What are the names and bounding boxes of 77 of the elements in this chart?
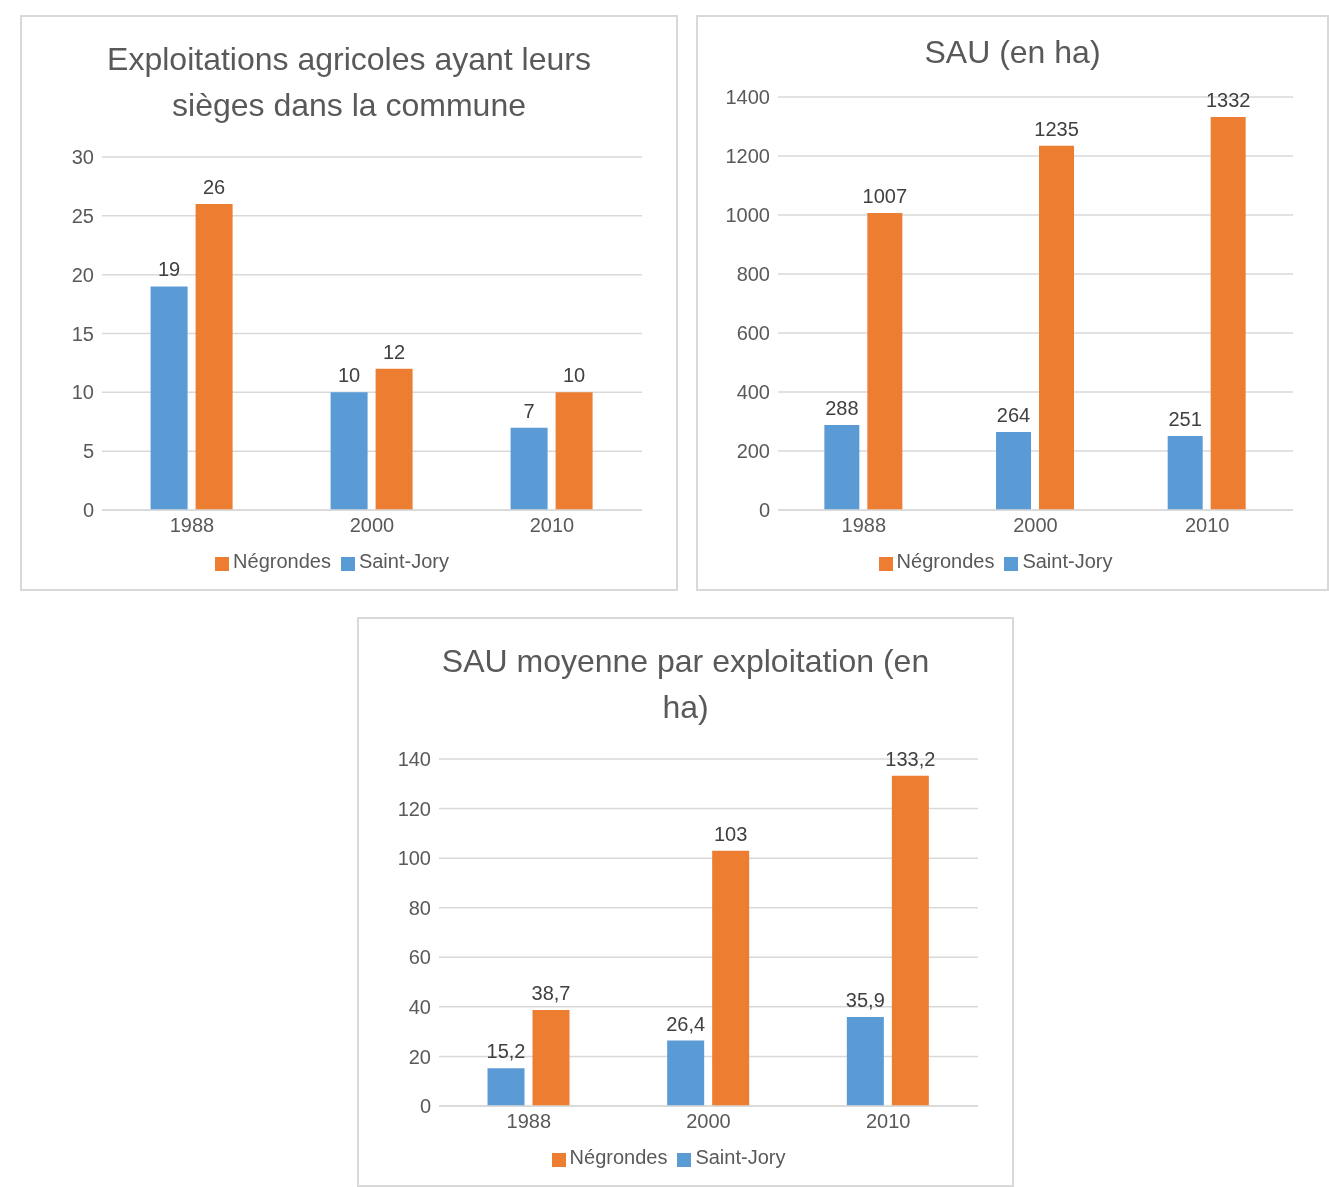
y-tick-label: 30 <box>71 146 94 169</box>
y-tick-label: 0 <box>419 1095 431 1118</box>
data-label: 133,2 <box>885 747 936 770</box>
x-tick-label: 2000 <box>686 1110 731 1133</box>
x-tick-label: 2000 <box>349 514 395 537</box>
legend-label: Saint-Jory <box>1022 550 1113 572</box>
y-tick-label: 200 <box>736 440 770 463</box>
data-label: 251 <box>1168 407 1202 430</box>
chart-title: SAU moyenne par exploitation (en ha) <box>440 642 931 727</box>
bar <box>330 392 368 510</box>
y-tick-label: 25 <box>71 204 94 227</box>
data-label: 26 <box>202 176 226 199</box>
x-tick-label: 1988 <box>506 1110 552 1133</box>
data-label: 35,9 <box>845 989 885 1012</box>
y-tick-label: 1400 <box>725 86 770 109</box>
bar <box>667 1040 705 1106</box>
bar <box>891 775 929 1106</box>
x-tick-label: 2000 <box>1013 514 1058 537</box>
bar <box>712 850 750 1106</box>
y-tick-label: 120 <box>397 797 431 820</box>
y-tick-label: 0 <box>758 499 770 522</box>
x-tick-label: 2010 <box>1184 514 1230 537</box>
bar <box>510 427 548 510</box>
data-label: 1007 <box>862 184 908 207</box>
y-tick-label: 20 <box>408 1045 431 1068</box>
legend-label: Saint-Jory <box>358 550 449 572</box>
data-label: 38,7 <box>531 982 571 1005</box>
y-tick-label: 1000 <box>725 204 770 227</box>
y-tick-label: 20 <box>71 263 94 286</box>
y-tick-label: 140 <box>397 748 431 771</box>
bar <box>375 368 413 510</box>
y-tick-label: 15 <box>71 322 94 345</box>
data-label: 19 <box>157 258 181 281</box>
legend-label: Négrondes <box>569 1146 668 1168</box>
data-label: 26,4 <box>666 1012 706 1035</box>
data-label: 10 <box>337 364 361 387</box>
y-tick-label: 100 <box>397 847 431 870</box>
data-label: 7 <box>523 399 535 422</box>
data-label: 12 <box>382 340 406 363</box>
x-tick-label: 1988 <box>841 514 887 537</box>
data-label: 1332 <box>1205 89 1251 112</box>
bar <box>532 1010 570 1106</box>
chart-title: SAU (en ha) <box>923 33 1102 72</box>
x-tick-label: 2010 <box>865 1110 911 1133</box>
y-tick-label: 400 <box>736 381 770 404</box>
bar <box>487 1068 525 1106</box>
x-tick-label: 1988 <box>169 514 215 537</box>
data-label: 1235 <box>1034 117 1079 140</box>
bar <box>195 204 233 510</box>
bar <box>824 425 860 510</box>
bar <box>846 1017 884 1106</box>
data-label: 288 <box>825 397 859 420</box>
data-label: 103 <box>713 822 748 845</box>
y-tick-label: 80 <box>408 896 431 919</box>
legend-label: Négrondes <box>233 550 331 572</box>
y-tick-label: 800 <box>736 263 770 286</box>
y-tick-label: 5 <box>82 440 94 463</box>
bar <box>1167 435 1203 510</box>
legend-label: Saint-Jory <box>695 1146 786 1168</box>
bar <box>1039 145 1075 510</box>
bar <box>867 212 903 510</box>
bar <box>150 286 188 510</box>
bar <box>555 392 593 510</box>
y-tick-label: 10 <box>71 381 94 404</box>
bar <box>996 432 1032 510</box>
legend-label: Négrondes <box>896 550 995 572</box>
chart-title: Exploitations agricoles ayant leurs sièges dans la commune <box>106 40 592 125</box>
y-tick-label: 600 <box>736 322 770 345</box>
y-tick-label: 1200 <box>725 145 770 168</box>
y-tick-label: 60 <box>408 946 431 969</box>
bar <box>1210 117 1246 510</box>
data-label: 10 <box>562 364 586 387</box>
y-tick-label: 0 <box>82 499 94 522</box>
data-label: 15,2 <box>486 1040 526 1063</box>
data-label: 264 <box>996 404 1031 427</box>
y-tick-label: 40 <box>408 995 431 1018</box>
x-tick-label: 2010 <box>529 514 575 537</box>
